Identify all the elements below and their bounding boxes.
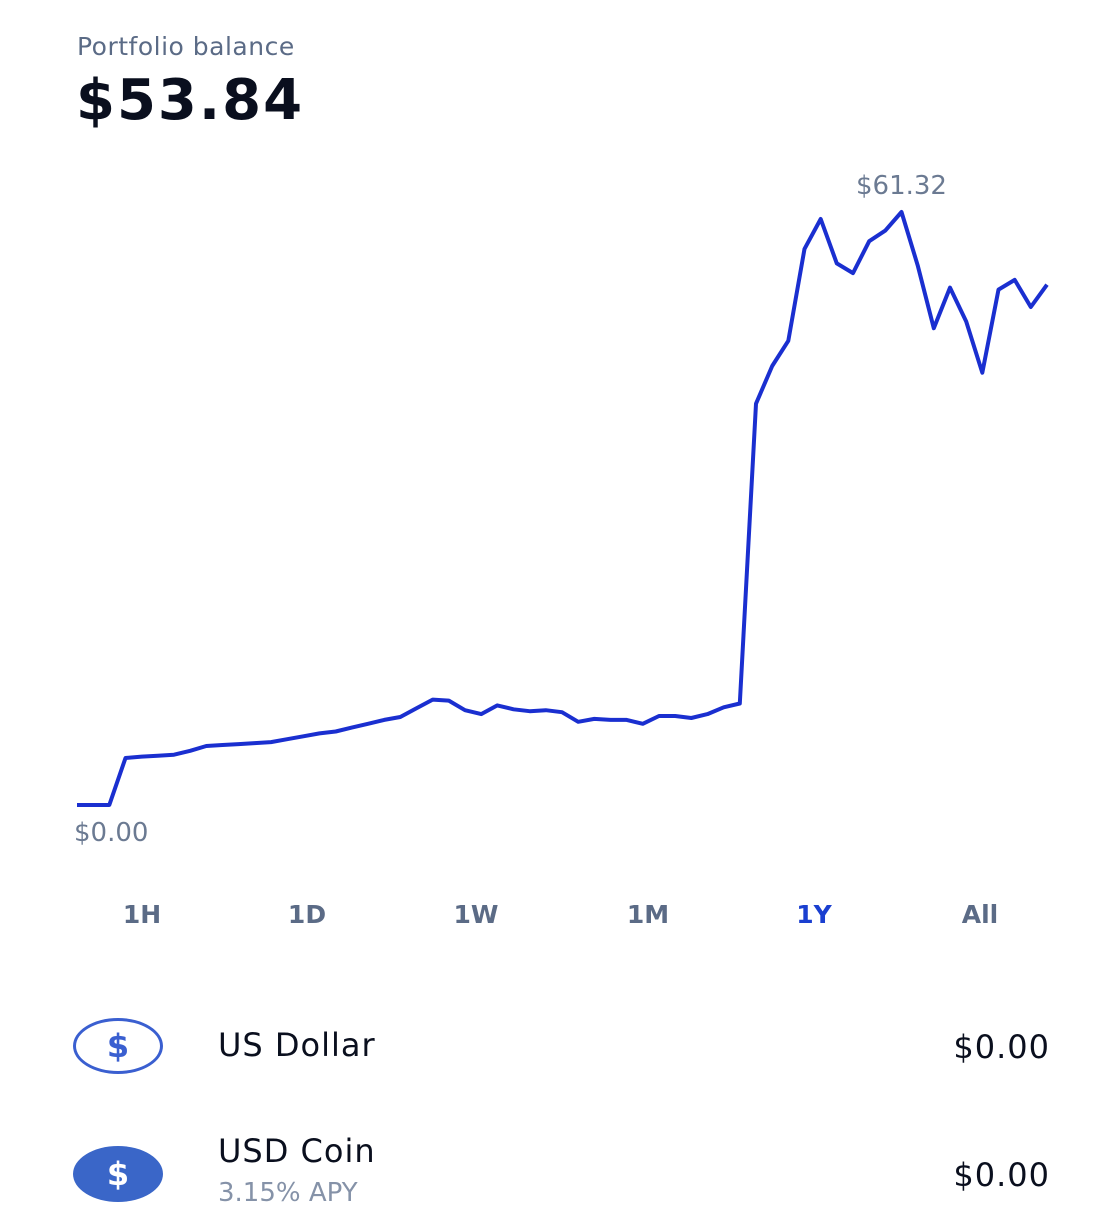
range-tab[interactable]: 1H (122, 900, 162, 929)
asset-name[interactable]: US Dollar (218, 1026, 376, 1064)
range-tab[interactable]: 1D (287, 900, 327, 929)
asset-amount: $0.00 (953, 1156, 1050, 1194)
value-annotation: $61.32 (856, 171, 947, 201)
asset-icon: $ (73, 1146, 163, 1202)
asset-name[interactable]: USD Coin (218, 1132, 376, 1170)
asset-subtitle: 3.15% APY (218, 1178, 358, 1208)
chart: $61.32 $0.00 (74, 171, 1049, 848)
asset-icon: $ (73, 1018, 163, 1074)
range-tab[interactable]: 1W (453, 900, 499, 929)
range-tab[interactable]: All (961, 900, 999, 929)
balance: $53.84 (76, 68, 305, 133)
balance-label: Portfolio balance (77, 32, 295, 61)
balance-line (77, 210, 1049, 807)
range-tab[interactable]: 1Y (796, 900, 832, 929)
range-tab[interactable]: 1M (626, 900, 670, 929)
value-annotation: $0.00 (74, 818, 148, 848)
asset-amount: $0.00 (953, 1028, 1050, 1066)
